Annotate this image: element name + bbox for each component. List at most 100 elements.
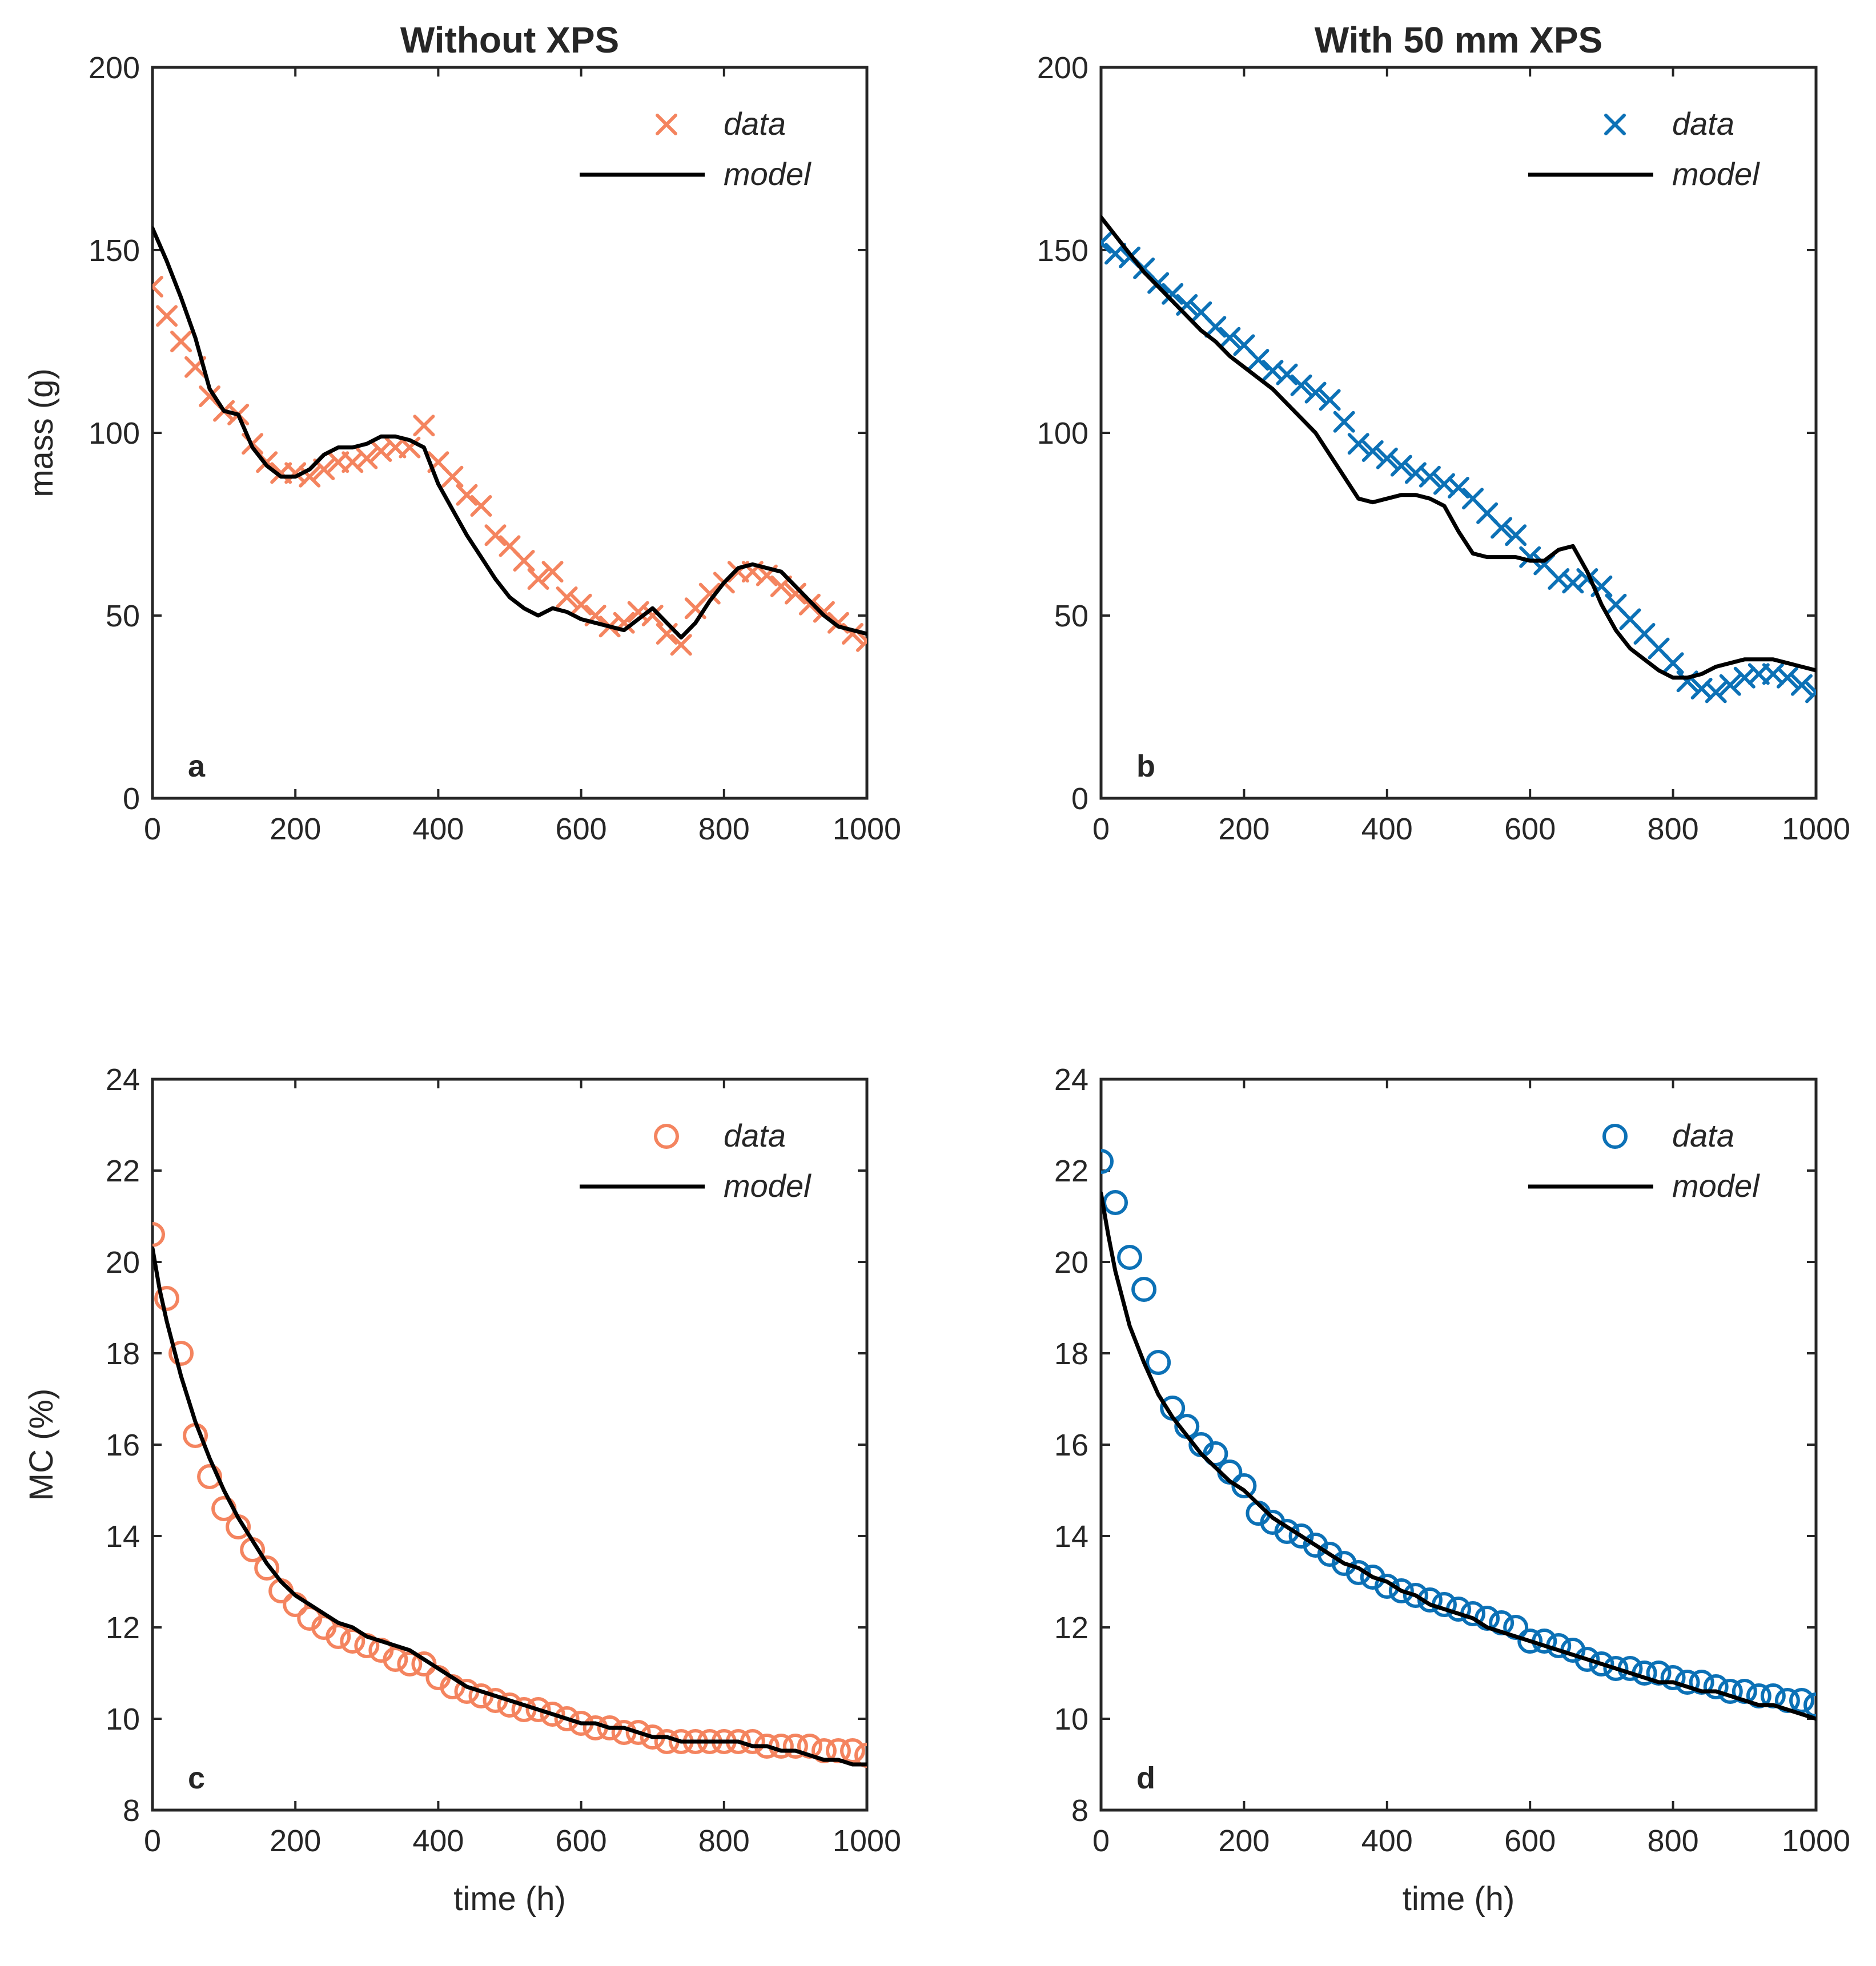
x-tick-label: 0 xyxy=(144,1824,161,1858)
legend: data model xyxy=(1528,1117,1760,1204)
data-point xyxy=(1517,1629,1543,1654)
data-point xyxy=(152,276,163,297)
y-tick-label: 50 xyxy=(106,599,140,633)
data-point xyxy=(1662,652,1684,674)
x-axis-label: time (h) xyxy=(453,1880,566,1917)
x-tick-label: 0 xyxy=(144,812,161,846)
data-point xyxy=(397,1651,423,1676)
data-series xyxy=(1101,232,1816,703)
legend-model-label: model xyxy=(724,156,812,192)
data-point xyxy=(254,1555,280,1581)
panel-c: 0 200 400 600 800 1000 8 10 12 14 16 18 20 22 24 MC (%)… xyxy=(23,1063,901,1917)
data-point xyxy=(470,495,492,517)
data-point xyxy=(670,634,692,656)
panel-letter: c xyxy=(188,1761,205,1795)
data-point xyxy=(1361,440,1384,462)
data-point xyxy=(1790,674,1813,696)
data-point xyxy=(1776,666,1798,689)
data-point xyxy=(1147,272,1170,294)
y-axis-label: MC (%) xyxy=(23,1389,60,1501)
panel-title: With 50 mm XPS xyxy=(1315,19,1602,61)
data-point xyxy=(556,586,578,608)
data-point xyxy=(554,1706,580,1731)
model-line xyxy=(1101,1191,1816,1721)
model-line xyxy=(152,226,867,640)
y-tick-label: 16 xyxy=(106,1428,140,1462)
data-point xyxy=(1805,681,1816,703)
data-point xyxy=(1505,524,1527,546)
data-point xyxy=(698,582,721,605)
x-tick-label: 0 xyxy=(1092,812,1110,846)
y-tick-label: 14 xyxy=(1054,1519,1088,1554)
y-tick-label: 20 xyxy=(1054,1245,1088,1280)
data-point xyxy=(839,1738,865,1763)
data-point xyxy=(527,568,549,590)
data-point xyxy=(1117,1245,1143,1270)
x-tick-label: 1000 xyxy=(1782,812,1850,846)
legend-data-label: data xyxy=(1672,106,1734,142)
data-point xyxy=(641,605,664,626)
data-point xyxy=(782,1734,808,1759)
axes-box xyxy=(151,1078,869,1812)
data-point xyxy=(1319,389,1341,411)
x-tick-label: 1000 xyxy=(833,1824,901,1858)
data-point xyxy=(856,630,867,652)
data-point xyxy=(1290,374,1312,396)
data-point xyxy=(170,331,192,352)
data-point xyxy=(854,1743,867,1768)
x-tick-label: 600 xyxy=(1504,1824,1556,1858)
legend: data model xyxy=(580,106,812,192)
data-point xyxy=(1203,1441,1228,1466)
y-tick-label: 12 xyxy=(106,1611,140,1645)
data-point xyxy=(1231,1473,1257,1498)
x-axis-label: time (h) xyxy=(1403,1880,1515,1917)
data-point xyxy=(1204,316,1227,338)
panel-letter: b xyxy=(1136,749,1155,783)
data-point xyxy=(356,447,378,469)
panel-title: Without XPS xyxy=(400,19,619,61)
legend-data-marker xyxy=(1604,114,1626,135)
legend-model-label: model xyxy=(1672,1168,1760,1204)
legend-data-label: data xyxy=(1672,1117,1734,1153)
data-point xyxy=(541,561,564,583)
data-point xyxy=(156,305,178,327)
x-tick-label: 400 xyxy=(412,1824,464,1858)
model-line xyxy=(1101,215,1816,680)
data-point xyxy=(484,524,507,546)
legend-data-label: data xyxy=(724,106,786,142)
data-point xyxy=(383,1647,408,1672)
x-tick-label: 800 xyxy=(1648,812,1699,846)
data-point xyxy=(340,1629,365,1654)
panel-d: 0 200 400 600 800 1000 8 10 12 14 16 18 20 22 24 time (… xyxy=(1054,1063,1850,1917)
data-point xyxy=(1247,349,1270,371)
y-tick-label: 100 xyxy=(89,416,140,451)
x-tick-label: 800 xyxy=(698,812,750,846)
data-point xyxy=(1276,363,1298,385)
data-point xyxy=(525,1697,551,1722)
panel-a: 0 200 400 600 800 1000 0 50 100 150 200 Without XPS… xyxy=(23,19,901,846)
data-point xyxy=(1390,455,1412,477)
data-point xyxy=(540,1702,565,1727)
y-tick-label: 18 xyxy=(106,1337,140,1371)
legend: data model xyxy=(580,1117,812,1204)
data-point xyxy=(784,582,806,605)
y-tick-label: 100 xyxy=(1037,416,1088,451)
data-point xyxy=(1131,1277,1157,1302)
data-point xyxy=(1589,1651,1614,1676)
legend: data model xyxy=(1528,106,1760,192)
data-point xyxy=(1719,674,1741,696)
x-tick-label: 600 xyxy=(556,812,607,846)
data-point xyxy=(1703,1674,1729,1699)
data-point xyxy=(625,1720,651,1745)
axes-box xyxy=(151,66,869,800)
legend-data-marker xyxy=(1602,1124,1628,1149)
legend-data-marker xyxy=(656,114,677,135)
data-point xyxy=(570,593,592,616)
y-tick-label: 0 xyxy=(123,782,140,816)
y-tick-label: 150 xyxy=(89,234,140,268)
y-tick-label: 200 xyxy=(89,51,140,85)
data-point xyxy=(413,415,435,437)
x-tick-label: 1000 xyxy=(1782,1824,1850,1858)
legend-model-label: model xyxy=(1672,156,1760,192)
